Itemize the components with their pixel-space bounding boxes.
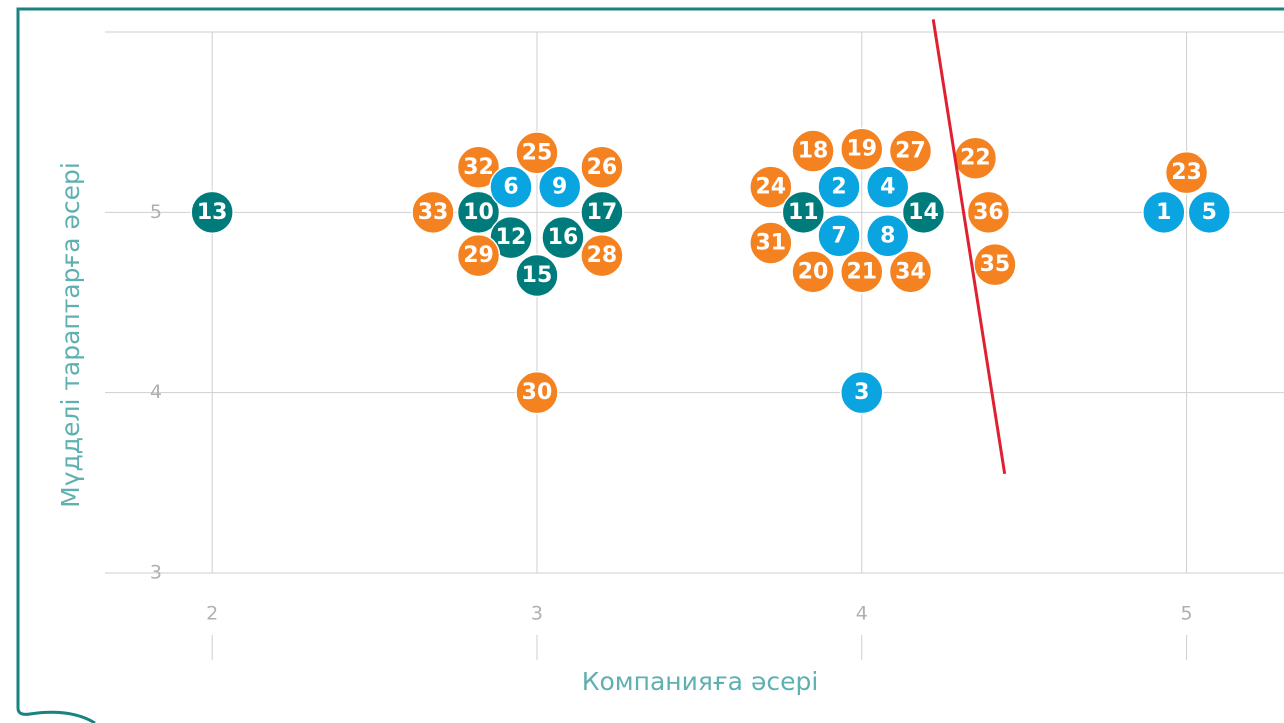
bubble: [411, 190, 455, 235]
bubble-label: 30: [522, 380, 553, 405]
grid: [105, 31, 1284, 660]
bubble-label: 22: [960, 146, 991, 171]
bubble: [580, 145, 624, 189]
bubble-label: 11: [788, 200, 819, 225]
x-tick-label: 4: [856, 603, 868, 625]
frame: [16, 7, 1284, 723]
bubble-label: 20: [798, 259, 829, 284]
bubble-label: 8: [880, 223, 895, 248]
bubble-label: 10: [463, 200, 494, 225]
bubble: [840, 127, 884, 171]
bubble-label: 4: [880, 175, 895, 200]
bubble: [1164, 150, 1209, 195]
bubble-label: 15: [522, 263, 553, 288]
bubble-label: 16: [548, 225, 579, 250]
bubble-label: 14: [908, 200, 939, 225]
bubble: [888, 129, 933, 173]
bubble-label: 1: [1156, 200, 1171, 225]
bubble: [840, 370, 884, 415]
bubble-label: 34: [895, 259, 926, 284]
bubble: [190, 190, 234, 235]
bubble-label: 5: [1202, 200, 1217, 225]
bubble: [580, 190, 624, 235]
bubble-label: 19: [846, 137, 877, 162]
bubble-label: 28: [587, 243, 618, 268]
bubble: [456, 145, 501, 189]
bubble: [973, 242, 1017, 287]
bubble-label: 29: [463, 243, 494, 268]
bubble: [515, 370, 559, 415]
bubble-label: 18: [798, 139, 829, 164]
bubble-label: 7: [831, 223, 846, 248]
bubble-label: 32: [463, 155, 494, 180]
bubble: [817, 165, 861, 209]
x-tick-label: 5: [1181, 603, 1193, 625]
bubble-label: 35: [980, 252, 1011, 277]
bubble: [866, 165, 910, 209]
bubble: [541, 215, 585, 260]
bubble-label: 36: [973, 200, 1004, 225]
bubble: [515, 131, 559, 175]
bubble: [966, 190, 1011, 235]
bubble: [456, 233, 501, 278]
y-tick-label: 4: [150, 381, 162, 403]
bubble-label: 21: [846, 259, 877, 284]
x-tick-label: 3: [531, 603, 543, 625]
y-axis-label: Мүдделі тараптарға әсері: [56, 162, 85, 508]
y-tick-label: 3: [150, 562, 162, 584]
bubble: [901, 190, 946, 235]
bubble: [840, 250, 884, 294]
bubble-label: 2: [831, 175, 846, 200]
bubble: [537, 165, 582, 209]
x-axis-label: Компанияға әсері: [582, 667, 819, 696]
bubble: [749, 221, 793, 265]
bubble-label: 23: [1171, 160, 1202, 185]
bubble-label: 31: [756, 230, 787, 255]
bubble-label: 33: [418, 200, 449, 225]
bubble-label: 6: [503, 175, 518, 200]
bubble: [749, 165, 793, 209]
bubble: [817, 214, 861, 258]
bubble: [456, 190, 501, 235]
bubble: [791, 129, 835, 173]
bubble-label: 17: [587, 200, 618, 225]
bubble-label: 3: [854, 380, 869, 405]
annotation-line: [931, 19, 1007, 475]
bubble: [781, 190, 826, 235]
bubble: [866, 214, 910, 258]
bubble: [791, 250, 835, 294]
bubble: [888, 250, 933, 294]
bubble-label: 9: [552, 175, 567, 200]
y-tick-label: 5: [150, 201, 162, 223]
bubble-label: 13: [197, 200, 228, 225]
x-tick-label: 2: [206, 603, 218, 625]
bubble-label: 26: [587, 155, 618, 180]
bubble: [1142, 190, 1186, 235]
bubble: [489, 165, 533, 209]
bubble-label: 24: [756, 175, 787, 200]
bubble: [515, 253, 559, 298]
bubble: [1187, 190, 1232, 235]
bubble: [580, 233, 624, 278]
bubble-label: 27: [895, 139, 926, 164]
bubble-label: 12: [496, 225, 527, 250]
bubble-label: 25: [522, 140, 553, 165]
